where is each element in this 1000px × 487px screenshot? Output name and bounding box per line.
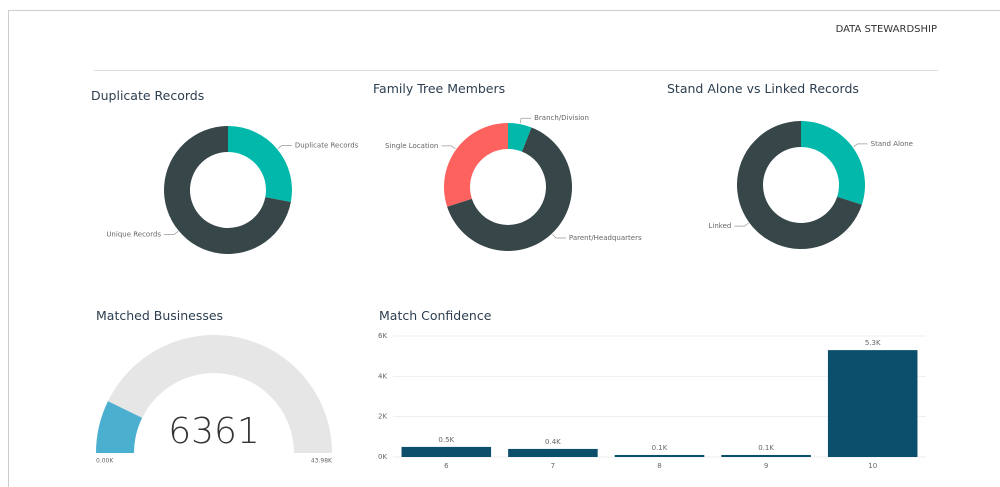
x-tick-label: 7 [551,462,555,470]
x-tick-label: 6 [444,462,449,470]
leader-line [552,234,566,239]
x-tick-label: 9 [764,462,768,470]
bar [401,446,492,457]
value-label: 0.5K [438,436,454,444]
leader-line [277,145,292,149]
x-tick-label: 10 [868,462,877,470]
gauge-fill [96,401,143,453]
slice-label: Stand Alone [871,140,913,148]
value-label: 0.1K [652,444,668,452]
value-label: 5.3K [865,339,881,347]
y-tick-label: 2K [378,413,387,421]
donut-slice [228,126,293,202]
leader-line [519,117,532,124]
chart-title: Stand Alone vs Linked Records [667,81,859,96]
y-tick-label: 6K [378,332,387,340]
leader-line [164,231,179,235]
gauge-track [96,335,332,453]
bar [614,454,705,457]
leader-line [853,143,868,148]
chart-title: Duplicate Records [91,88,204,103]
gauge-value: 6361 [168,411,260,452]
slice-label: Parent/Headquarters [569,234,642,242]
slice-label: Single Location [385,142,438,150]
donut-slice [737,121,862,249]
chart-title: Matched Businesses [96,308,223,323]
bar [827,350,918,457]
gauge-tick-label: 0.00K [96,458,114,465]
donut-slice [801,121,865,205]
donut-slice [508,123,532,152]
donut-slice [164,126,291,254]
header-title: DATA STEWARDSHIP [836,24,937,35]
bar [508,448,598,457]
value-label: 0.4K [545,438,561,446]
x-tick-label: 8 [657,462,661,470]
leader-line [734,222,749,227]
value-label: 0.1K [758,444,774,452]
chart-title: Family Tree Members [373,81,505,96]
slice-label: Branch/Division [534,114,589,122]
slice-label: Linked [709,222,732,230]
bar [721,454,811,457]
slice-label: Duplicate Records [295,141,359,149]
donut-slice [447,127,572,252]
leader-line [441,145,456,150]
chart-title: Match Confidence [379,308,492,323]
y-tick-label: 0K [378,453,387,461]
y-tick-label: 4K [378,372,387,380]
slice-label: Unique Records [106,231,161,239]
donut-slice [444,123,508,207]
gauge-tick-label: 43.98K [311,458,333,465]
